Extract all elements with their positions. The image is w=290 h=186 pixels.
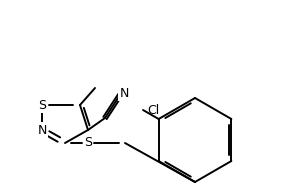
Text: S: S	[84, 137, 92, 150]
Text: S: S	[38, 99, 46, 111]
Text: N: N	[119, 86, 129, 100]
Text: N: N	[37, 124, 47, 137]
Text: Cl: Cl	[147, 103, 159, 116]
